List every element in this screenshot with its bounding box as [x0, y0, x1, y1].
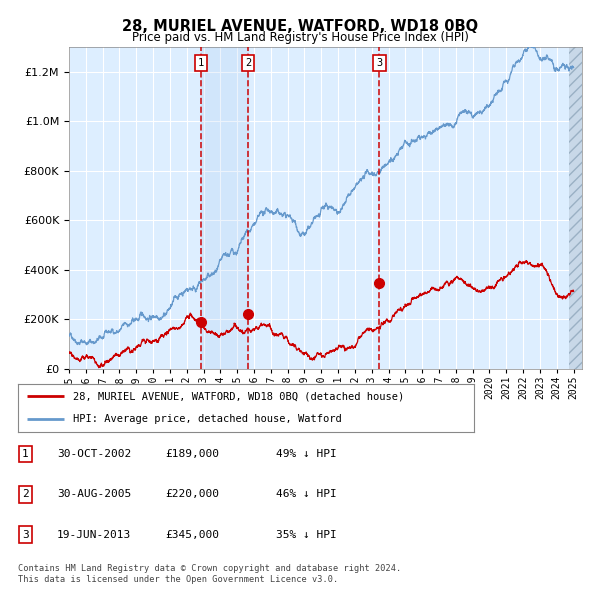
- Text: 1: 1: [22, 450, 29, 459]
- Text: 2: 2: [22, 490, 29, 499]
- Text: £345,000: £345,000: [165, 530, 219, 539]
- Text: 49% ↓ HPI: 49% ↓ HPI: [276, 450, 337, 459]
- Text: 28, MURIEL AVENUE, WATFORD, WD18 0BQ (detached house): 28, MURIEL AVENUE, WATFORD, WD18 0BQ (de…: [73, 391, 404, 401]
- Text: 2: 2: [245, 58, 251, 68]
- Text: 30-AUG-2005: 30-AUG-2005: [57, 490, 131, 499]
- Text: 19-JUN-2013: 19-JUN-2013: [57, 530, 131, 539]
- Bar: [200, 47, 248, 369]
- Text: £220,000: £220,000: [165, 490, 219, 499]
- Text: 46% ↓ HPI: 46% ↓ HPI: [276, 490, 337, 499]
- Text: 3: 3: [376, 58, 383, 68]
- Text: 1: 1: [197, 58, 204, 68]
- Text: 30-OCT-2002: 30-OCT-2002: [57, 450, 131, 459]
- Text: 3: 3: [22, 530, 29, 539]
- Bar: [569, 47, 582, 369]
- Text: Price paid vs. HM Land Registry's House Price Index (HPI): Price paid vs. HM Land Registry's House …: [131, 31, 469, 44]
- Text: £189,000: £189,000: [165, 450, 219, 459]
- Text: HPI: Average price, detached house, Watford: HPI: Average price, detached house, Watf…: [73, 414, 341, 424]
- Text: This data is licensed under the Open Government Licence v3.0.: This data is licensed under the Open Gov…: [18, 575, 338, 584]
- Text: 28, MURIEL AVENUE, WATFORD, WD18 0BQ: 28, MURIEL AVENUE, WATFORD, WD18 0BQ: [122, 19, 478, 34]
- Text: Contains HM Land Registry data © Crown copyright and database right 2024.: Contains HM Land Registry data © Crown c…: [18, 565, 401, 573]
- Text: 35% ↓ HPI: 35% ↓ HPI: [276, 530, 337, 539]
